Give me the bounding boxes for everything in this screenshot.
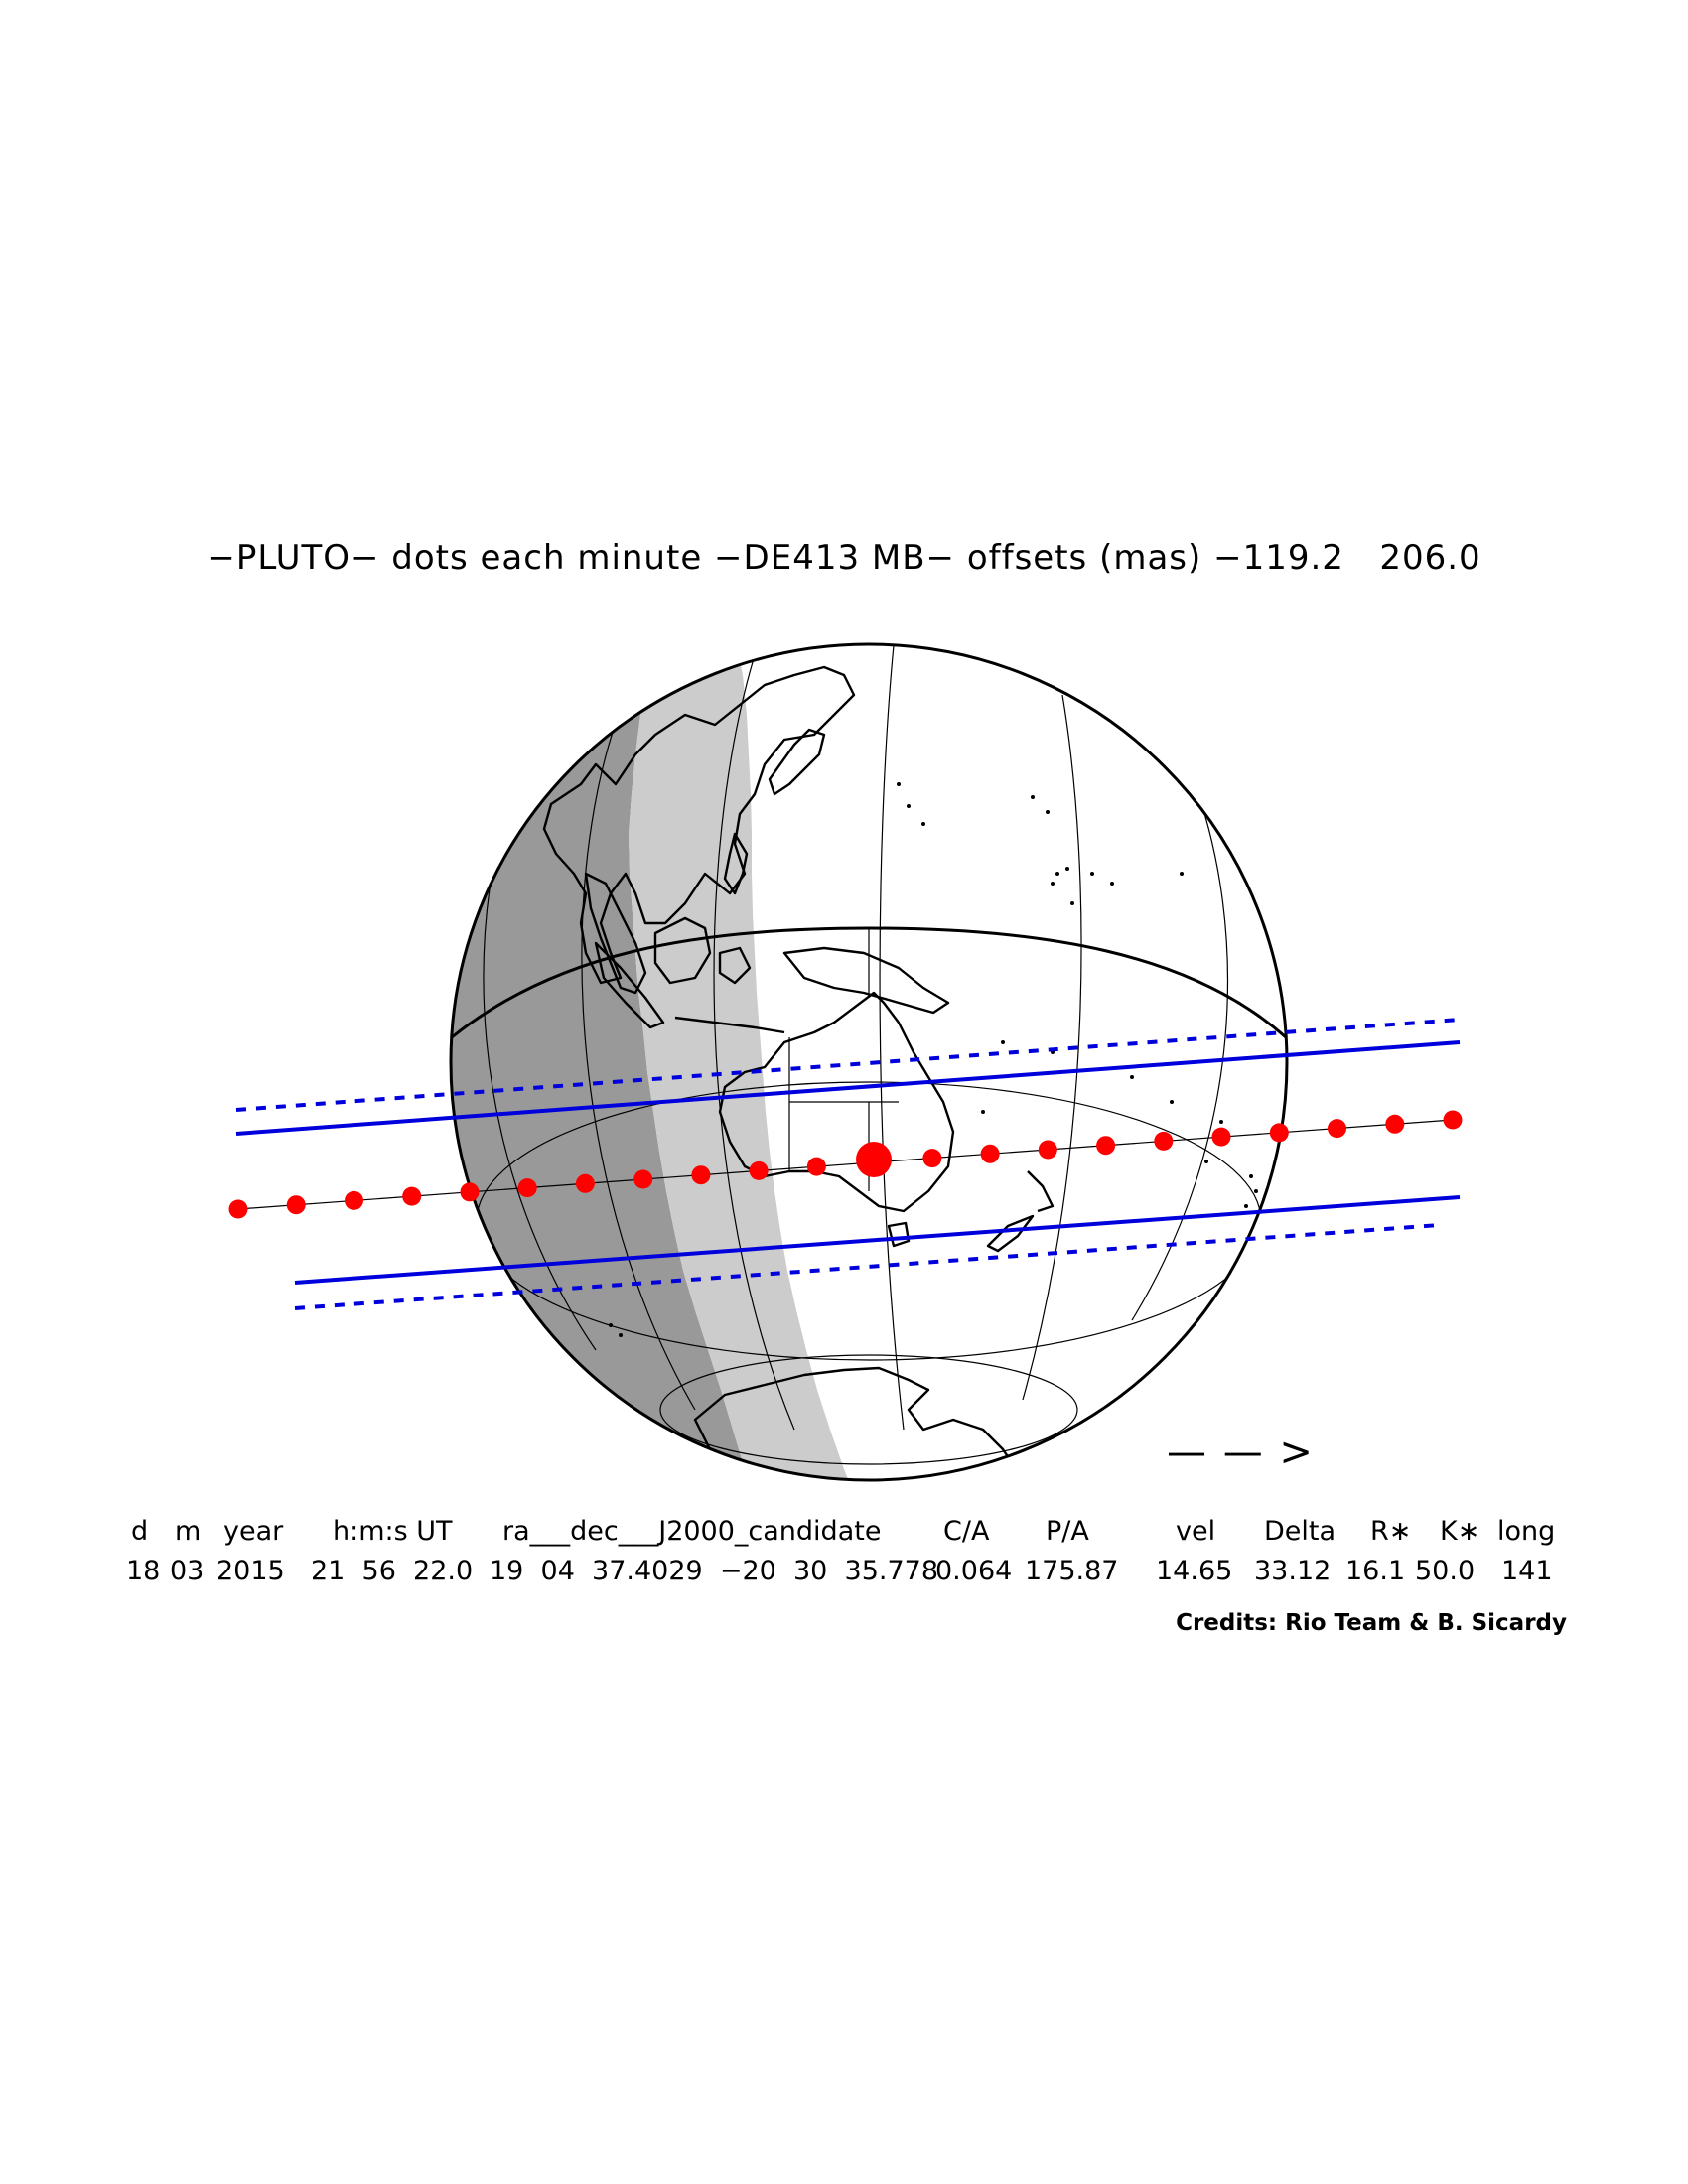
- path-dot: [806, 1157, 826, 1176]
- header-pa: P/A: [1046, 1516, 1089, 1547]
- path-dot: [517, 1178, 537, 1198]
- value-delta: 33.12: [1254, 1556, 1332, 1586]
- philippines: [723, 832, 749, 895]
- value-ca: 0.064: [935, 1556, 1013, 1586]
- header-radec: ra___dec___J2000_candidate: [502, 1516, 882, 1547]
- path-dot: [1211, 1127, 1231, 1147]
- path-dot: [286, 1195, 306, 1215]
- path-dot: [980, 1144, 1000, 1163]
- direction-arrow: — — >: [1167, 1430, 1315, 1475]
- australia-coast: [718, 991, 955, 1213]
- path-dot: [749, 1160, 769, 1180]
- asia-coast: [542, 665, 856, 985]
- path-dots: [228, 1110, 1463, 1219]
- value-kstar: 50.0: [1415, 1556, 1476, 1586]
- header-kstar: K∗: [1440, 1516, 1480, 1547]
- path-dot: [1443, 1110, 1463, 1130]
- path-dot: [691, 1165, 711, 1185]
- state-borders: [788, 928, 899, 1191]
- value-radec: 19 04 37.4029 −20 30 35.778: [490, 1556, 938, 1586]
- sumatra-coast: [594, 941, 665, 1029]
- value-rstar: 16.1: [1345, 1556, 1406, 1586]
- path-dot: [460, 1182, 480, 1202]
- twilight-region: [629, 644, 856, 1480]
- south-shadow-limit: [294, 1195, 1461, 1285]
- south-outer-limit: [294, 1223, 1441, 1310]
- indochina-coast: [584, 872, 647, 995]
- coastlines: [460, 665, 1055, 1480]
- globe-outline: [449, 642, 1289, 1482]
- path-dot: [922, 1149, 942, 1168]
- path-dot: [1154, 1131, 1174, 1151]
- path-dot: [1096, 1136, 1116, 1156]
- terminator-curve: [451, 926, 1287, 1039]
- header-vel: vel: [1176, 1516, 1216, 1547]
- borneo-coast: [653, 916, 712, 985]
- north-shadow-limit: [235, 1040, 1461, 1136]
- north-outer-limit: [235, 1018, 1461, 1112]
- indonesia-islands: [674, 946, 785, 1034]
- chart-title: −PLUTO− dots each minute −DE413 MB− offs…: [207, 538, 1481, 578]
- header-d: d: [131, 1516, 149, 1547]
- path-dot: [402, 1186, 422, 1206]
- value-time: 21 56 22.0: [311, 1556, 474, 1586]
- path-dot: [1328, 1119, 1346, 1139]
- path-dot: [1385, 1114, 1405, 1134]
- shadow-limits: [235, 1018, 1461, 1310]
- value-vel: 14.65: [1156, 1556, 1233, 1586]
- value-m: 03: [170, 1556, 205, 1586]
- new-zealand: [986, 1170, 1055, 1253]
- path-dot: [1038, 1140, 1057, 1160]
- central-path-line: [237, 1119, 1454, 1210]
- path-dot: [1269, 1123, 1289, 1143]
- value-d: 18: [126, 1556, 161, 1586]
- value-pa: 175.87: [1025, 1556, 1119, 1586]
- header-time: h:m:s UT: [333, 1516, 453, 1547]
- japan-coast: [768, 728, 826, 796]
- path-dot: [345, 1190, 363, 1210]
- path-dot: [228, 1199, 248, 1219]
- header-rstar: R∗: [1370, 1516, 1412, 1547]
- header-m: m: [175, 1516, 202, 1547]
- antarctica-coast: [693, 1366, 1025, 1480]
- night-region: [451, 644, 755, 1480]
- header-delta: Delta: [1264, 1516, 1336, 1547]
- credits: Credits: Rio Team & B. Sicardy: [1176, 1610, 1567, 1636]
- value-long: 141: [1501, 1556, 1553, 1586]
- path-dot: [575, 1173, 595, 1193]
- header-year: year: [223, 1516, 284, 1547]
- path-dot: [633, 1169, 653, 1189]
- header-ca: C/A: [943, 1516, 990, 1547]
- new-guinea-coast: [782, 946, 950, 1015]
- header-long: long: [1497, 1516, 1556, 1547]
- closest-approach-dot: [856, 1142, 892, 1177]
- value-year: 2015: [216, 1556, 285, 1586]
